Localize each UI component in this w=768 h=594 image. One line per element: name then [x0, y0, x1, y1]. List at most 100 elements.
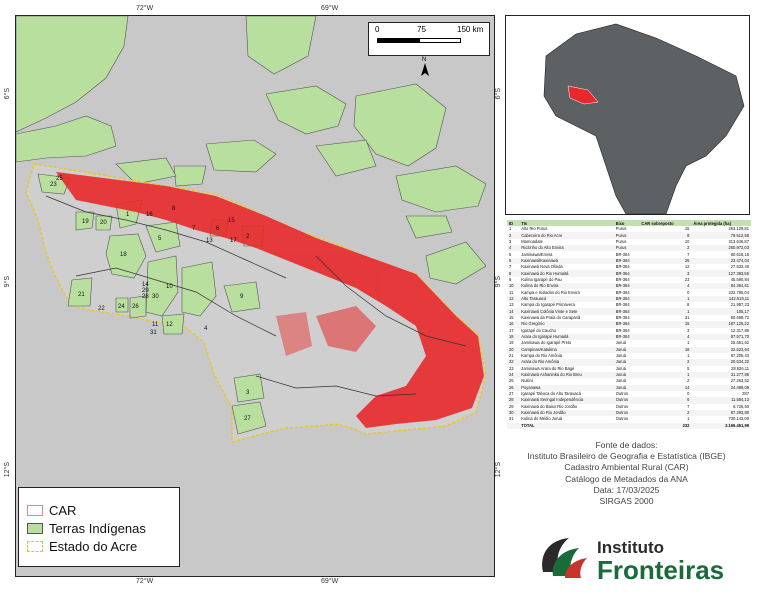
- ti-north-6: [115, 157, 177, 185]
- table-cell: Juruá: [613, 346, 640, 353]
- table-cell: Arara do Igarapé Humaitá: [519, 333, 614, 341]
- table-cell: 27.263,52: [730, 378, 749, 384]
- table-cell: 7: [509, 264, 512, 270]
- river-4: [255, 375, 417, 397]
- table-row: 5 Jaminawa/Envira BR-364 7 80.618,18: [507, 251, 751, 257]
- table-row: 24 Kaxinawá Ashaninka do Rio Breu Juruá 1 31…: [507, 371, 751, 379]
- ti-3: [233, 373, 265, 403]
- map-label-5: 5: [158, 236, 162, 242]
- table-cell: 3: [509, 238, 512, 244]
- table-cell: 12: [507, 295, 520, 303]
- map-label-16: 16: [146, 212, 153, 218]
- table-cell: BR-364: [615, 251, 630, 257]
- table-header-tis: TIs: [519, 220, 614, 226]
- table-cell: 3: [687, 327, 690, 333]
- table-cell: 105,17: [691, 308, 751, 315]
- legend-item-car: CAR: [27, 502, 76, 518]
- map-label-3: 3: [246, 390, 250, 396]
- table-cell: BR-364: [615, 276, 630, 282]
- table-row: 28 Kaxinawá Seringal Independência Outros 6…: [507, 397, 751, 404]
- map-label-30: 30: [152, 294, 159, 300]
- table-cell: BR-364: [613, 283, 640, 290]
- table-row: 16 Rio Gregório BR-364 15 187.125,22: [507, 321, 751, 328]
- table-row: 31 Kulina do Médio Juruá Outros 1 730.143,00: [507, 416, 751, 422]
- map-label-31: 31: [150, 330, 157, 336]
- car-cluster-1: [316, 306, 376, 352]
- table-cell: Juruá: [615, 365, 626, 371]
- scale-bar: 0 75 150 km: [368, 22, 490, 56]
- table-cell: 14: [507, 308, 520, 315]
- table-cell: BR-364: [615, 327, 630, 333]
- table-cell: BR-364: [613, 321, 640, 328]
- table-cell: 2: [639, 409, 692, 417]
- table-cell: 23.474,04: [691, 257, 751, 265]
- table-cell: Purus: [613, 245, 640, 252]
- table-row: 19 Jaminawa do Igarapé Preto Juruá 1 25.651,…: [507, 340, 751, 346]
- table-cell: 24: [507, 371, 520, 379]
- source-line: SIRGAS 2000: [599, 496, 654, 507]
- table-cell: BR-364: [615, 289, 630, 295]
- table-cell: Outros: [613, 409, 640, 417]
- table-cell: Kaxinawá do Rio Humaitá: [519, 270, 614, 277]
- table-row: 15 Kaxinawá da Praia do Carapanã BR-364 31 6…: [507, 315, 751, 321]
- table-cell: 21.987,23: [730, 302, 749, 308]
- table-cell: 80.618,18: [730, 251, 749, 257]
- table-cell: 15: [639, 321, 692, 328]
- ti-19: [75, 211, 95, 231]
- table-row: 7 Kaxinawá Nova Olinda BR-364 12 27.533,40: [507, 264, 751, 270]
- logo-text-instituto: Instituto: [597, 538, 665, 557]
- scale-segment-2: [419, 38, 461, 43]
- table-row: 11 Kampa e Isolados do Rio Envira BR-364 0 2…: [507, 289, 751, 295]
- table-row: 26 Poyanawa Juruá 14 24.499,09: [507, 384, 751, 391]
- table-cell: Riozinho do Alto Envira: [519, 245, 614, 252]
- table-cell: 18: [507, 333, 520, 341]
- table-cell: 21: [509, 353, 514, 359]
- table-cell: 25: [509, 378, 514, 384]
- table-cell: 12.317,89: [730, 327, 749, 333]
- legend-label-acre: Estado do Acre: [49, 538, 138, 554]
- table-cell: 2: [639, 359, 692, 366]
- table-cell: Igarapé do Caucho: [521, 327, 557, 333]
- table-cell: 1: [509, 226, 512, 232]
- table-row: 27 Igarapé Taboca do Alto Tarauacá Outros 0…: [507, 391, 751, 397]
- table-cell: 8: [507, 270, 520, 277]
- table-cell: 24.499,09: [691, 384, 751, 391]
- ti-east-2: [405, 215, 453, 239]
- table-cell: 25: [639, 257, 692, 265]
- map-label-21: 21: [78, 292, 85, 298]
- table-cell: Outros: [615, 416, 629, 422]
- table-total-cell: 232: [639, 422, 692, 429]
- table-cell: 7: [687, 251, 690, 257]
- table-cell: Purus: [613, 232, 640, 239]
- ti-27: [231, 401, 267, 435]
- ti-26: [129, 295, 147, 319]
- coord-top-72w: 72°W: [136, 5, 154, 12]
- data-sources: Fonte de dados: Instituto Brasileiro de …: [505, 440, 748, 507]
- table-cell: Jaminawa Arara do Rio Bagé: [521, 365, 575, 371]
- table-cell: Kaxinawá da Praia do Carapanã: [521, 314, 581, 320]
- map-label-18: 18: [120, 252, 127, 258]
- table-cell: Alto Rio Purus: [521, 226, 548, 232]
- ti-5: [145, 221, 181, 253]
- table-header-row: ID TIs Eixo CAR sobreposto Área protegid…: [507, 220, 751, 226]
- table-row: 2 Cabeceira do Rio Acre Purus 8 79.512,58: [507, 232, 751, 239]
- map-label-28: 28: [142, 294, 149, 300]
- map-label-9: 9: [240, 294, 244, 300]
- table-row: 1 Alto Rio Purus Purus 15 263.129,81: [507, 226, 751, 232]
- ti-4: [181, 261, 217, 317]
- table-cell: 5: [509, 251, 512, 257]
- table-cell: Juruá: [613, 359, 640, 366]
- table-cell: 2: [687, 378, 690, 384]
- legend-label-ti: Terras Indígenas: [49, 520, 146, 536]
- map-label-6: 6: [216, 226, 220, 232]
- table-cell: 23: [509, 365, 514, 371]
- table-cell: Purus: [615, 238, 627, 244]
- coord-top-69w: 69°W: [321, 5, 339, 12]
- table-cell: Kampa do Rio Amônia: [521, 353, 562, 359]
- ti-north-5: [173, 165, 207, 187]
- table-cell: Juruá: [613, 384, 640, 391]
- table-cell: Kaxinawá do Baixo Rio Jordão: [521, 403, 578, 409]
- table-cell: 4: [507, 245, 520, 252]
- main-map[interactable]: 23 19 20 1 2 3 18 5 6 7 8 9 10 11 13 14 …: [15, 15, 495, 577]
- table-cell: Outros: [615, 403, 629, 409]
